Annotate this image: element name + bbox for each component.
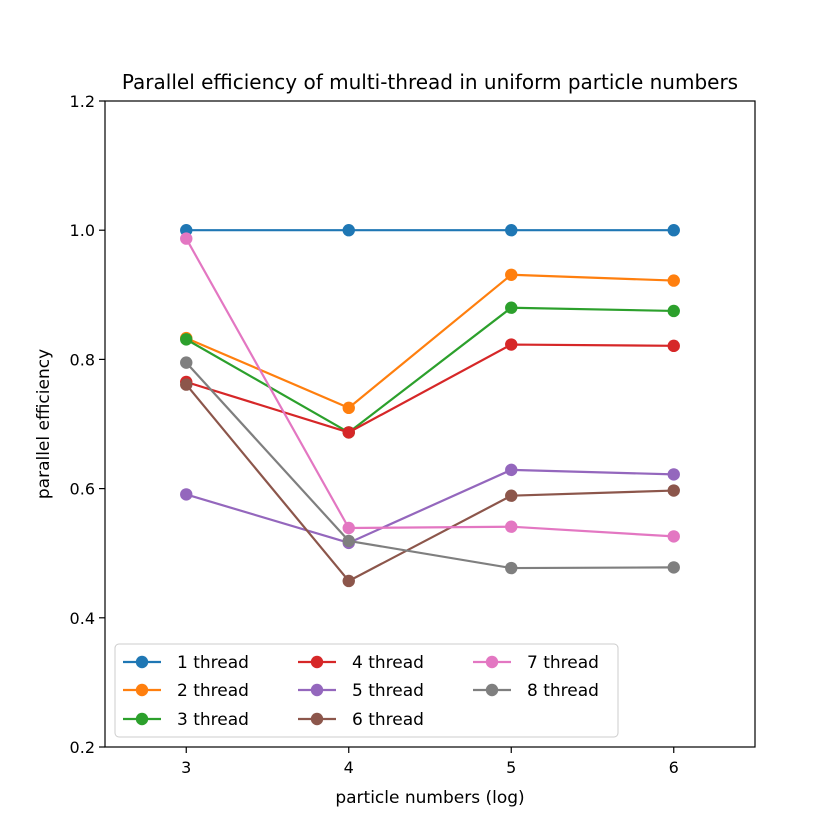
legend-item: 5 thread bbox=[298, 681, 424, 701]
x-tick-label: 6 bbox=[669, 758, 679, 777]
series-line bbox=[185, 238, 674, 538]
data-point bbox=[180, 488, 193, 501]
y-tick-label: 0.2 bbox=[70, 738, 95, 757]
legend-item: 6 thread bbox=[298, 710, 424, 730]
legend-label: 1 thread bbox=[177, 653, 249, 673]
legend-item: 3 thread bbox=[123, 710, 249, 730]
chart-title: Parallel efficiency of multi-thread in u… bbox=[122, 70, 738, 94]
data-point bbox=[667, 339, 680, 353]
legend-label: 2 thread bbox=[177, 681, 249, 701]
data-point bbox=[180, 378, 193, 391]
data-point bbox=[667, 274, 680, 287]
axis-ticks: 3 4 5 6 0.2 0.4 0.6 0.8 1.0 1.2 bbox=[70, 92, 679, 777]
legend: 1 thread 2 thread 3 thread 4 thread 5 thread… bbox=[114, 643, 619, 738]
series-line bbox=[185, 383, 674, 583]
legend-marker bbox=[135, 655, 149, 669]
data-point bbox=[667, 561, 680, 574]
data-point bbox=[180, 333, 193, 346]
data-point bbox=[505, 489, 518, 502]
series-8-thread bbox=[180, 356, 680, 575]
y-tick-label: 1.0 bbox=[70, 221, 95, 240]
legend-item: 7 thread bbox=[473, 653, 599, 673]
legend-item: 8 thread bbox=[473, 681, 599, 701]
data-point bbox=[342, 426, 355, 439]
data-point bbox=[667, 468, 680, 481]
x-tick-label: 4 bbox=[344, 758, 354, 777]
series-line bbox=[185, 306, 674, 434]
series-6-thread bbox=[180, 378, 680, 588]
legend-label: 8 thread bbox=[527, 681, 599, 701]
y-axis-label: parallel efficiency bbox=[34, 349, 54, 499]
x-axis-label: particle numbers (log) bbox=[335, 788, 524, 808]
y-tick-label: 0.6 bbox=[70, 480, 95, 499]
data-point bbox=[505, 463, 518, 477]
legend-label: 7 thread bbox=[527, 653, 599, 673]
data-point bbox=[667, 304, 680, 318]
data-point bbox=[505, 301, 518, 314]
data-point bbox=[505, 561, 518, 575]
legend-item: 2 thread bbox=[123, 681, 249, 701]
legend-label: 6 thread bbox=[352, 710, 424, 730]
data-point bbox=[342, 224, 355, 237]
series-line bbox=[185, 273, 674, 409]
series-4-thread bbox=[180, 338, 680, 439]
data-point bbox=[667, 484, 680, 497]
y-tick-label: 0.8 bbox=[70, 350, 95, 369]
plot-area bbox=[180, 224, 680, 588]
axes-frame bbox=[104, 100, 756, 748]
legend-marker bbox=[135, 683, 149, 697]
data-point bbox=[505, 338, 518, 351]
legend-item: 4 thread bbox=[298, 653, 424, 673]
y-tick-label: 1.2 bbox=[70, 92, 95, 111]
data-point bbox=[180, 232, 193, 245]
data-point bbox=[342, 534, 355, 548]
data-point bbox=[667, 530, 680, 543]
series-line bbox=[185, 361, 674, 570]
legend-item: 1 thread bbox=[123, 653, 249, 673]
x-tick-label: 5 bbox=[506, 758, 516, 777]
legend-label: 4 thread bbox=[352, 653, 424, 673]
series-line bbox=[185, 468, 674, 544]
legend-marker bbox=[310, 683, 324, 697]
x-tick-label: 3 bbox=[181, 758, 191, 777]
legend-marker bbox=[485, 655, 499, 669]
legend-label: 3 thread bbox=[177, 710, 249, 730]
legend-marker bbox=[135, 712, 149, 726]
data-point bbox=[505, 268, 518, 281]
y-tick-label: 0.4 bbox=[70, 609, 95, 628]
series-line bbox=[185, 343, 674, 434]
legend-marker bbox=[310, 655, 324, 669]
data-point bbox=[342, 574, 355, 588]
data-point bbox=[505, 520, 518, 533]
legend-label: 5 thread bbox=[352, 681, 424, 701]
data-point bbox=[667, 224, 680, 237]
data-point bbox=[342, 401, 355, 415]
legend-marker bbox=[310, 712, 324, 726]
data-point bbox=[180, 356, 193, 369]
data-point bbox=[505, 224, 518, 237]
series-7-thread bbox=[180, 232, 680, 543]
data-point bbox=[342, 521, 355, 535]
legend-marker bbox=[485, 683, 499, 697]
